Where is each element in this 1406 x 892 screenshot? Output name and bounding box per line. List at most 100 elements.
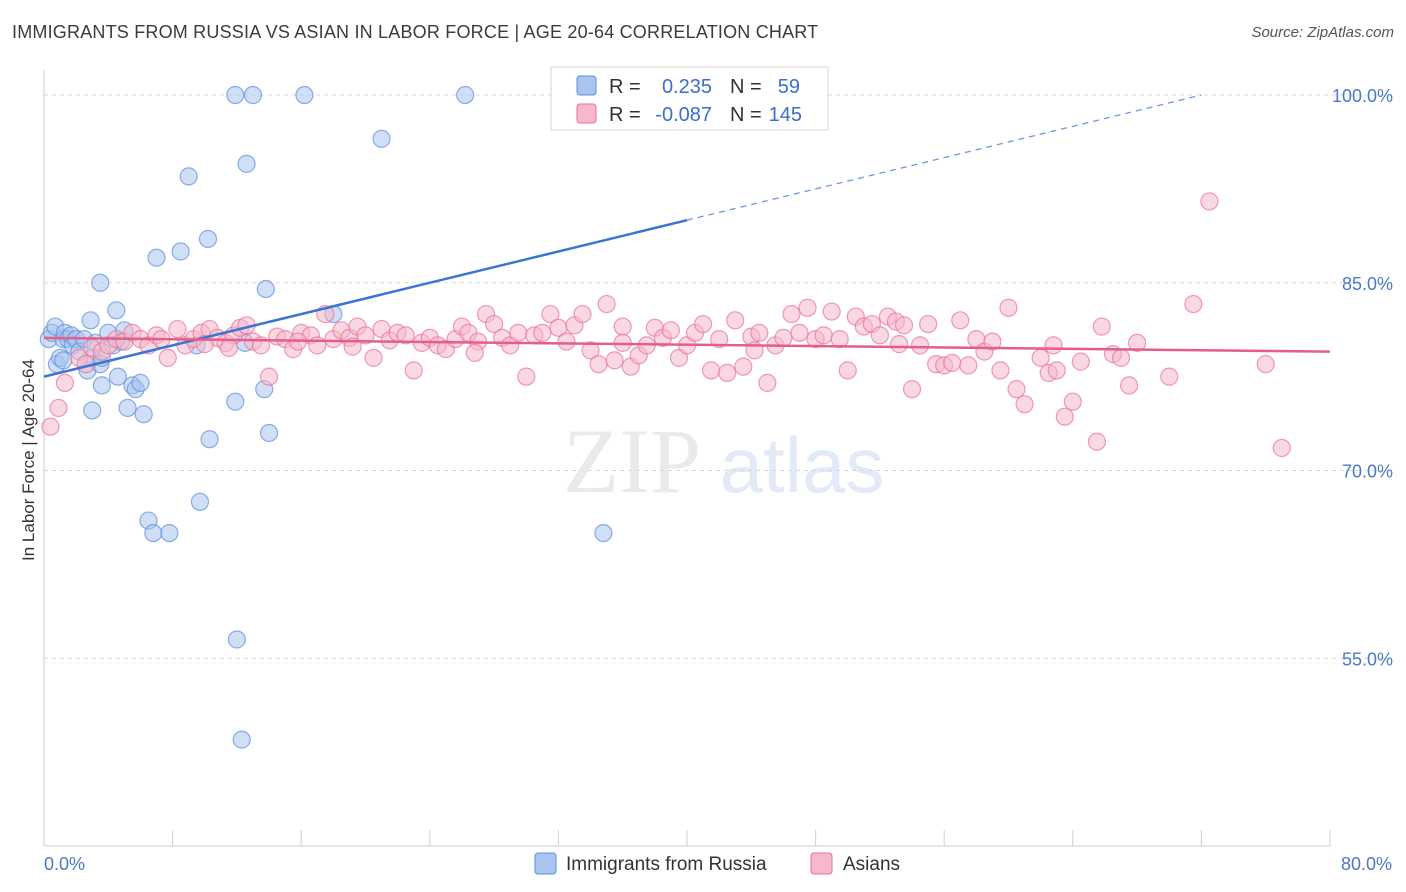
point-asians-64 [557, 332, 576, 351]
point-asians-83 [710, 329, 729, 349]
legend-swatch-asians [576, 103, 597, 124]
watermark-zip: ZIP [563, 410, 701, 512]
point-asians-93 [790, 323, 809, 342]
watermark: ZIP atlas [563, 410, 884, 512]
point-asians-88 [750, 323, 769, 342]
legend-n-label-0: N = [730, 76, 762, 98]
point-asians-14 [158, 348, 177, 367]
point-asians-136 [1200, 192, 1219, 211]
point-asians-94 [798, 298, 817, 317]
point-russia-22 [107, 301, 126, 320]
point-asians-106 [894, 316, 914, 335]
point-asians-128 [1087, 432, 1107, 451]
x-tick-label-min: 0.0% [44, 854, 85, 874]
trend-lines [43, 94, 1331, 378]
point-russia-54 [594, 523, 613, 543]
point-asians-114 [959, 356, 978, 375]
point-asians-92 [782, 304, 801, 324]
point-russia-32 [147, 248, 166, 267]
point-asians-131 [1111, 348, 1131, 367]
point-russia-17 [91, 273, 110, 292]
chart-title: IMMIGRANTS FROM RUSSIA VS ASIAN IN LABOR… [12, 22, 819, 42]
point-asians-2 [55, 373, 74, 393]
point-asians-40 [364, 348, 383, 367]
point-asians-132 [1119, 376, 1139, 395]
trend-line-russia-extension [686, 94, 1202, 221]
point-asians-121 [1015, 395, 1034, 414]
point-russia-35 [179, 167, 198, 186]
correlation-legend: R = 0.235 N = 59 R = -0.087 N = 145 [550, 66, 829, 131]
point-russia-45 [237, 154, 256, 173]
point-asians-85 [726, 311, 745, 330]
bottom-legend-label-asians: Asians [843, 854, 900, 875]
point-asians-33 [308, 336, 327, 355]
x-tick-label-max: 80.0% [1341, 854, 1392, 874]
bottom-legend-swatch-asians [810, 852, 833, 875]
point-russia-23 [108, 367, 128, 386]
point-russia-42 [227, 630, 246, 649]
legend-n-label-1: N = [730, 104, 762, 126]
point-russia-40 [226, 85, 245, 105]
point-russia-31 [144, 523, 163, 543]
point-asians-58 [509, 323, 528, 342]
point-asians-118 [991, 361, 1010, 380]
point-russia-48 [256, 279, 275, 299]
chart-source: Source: ZipAtlas.com [1251, 24, 1394, 41]
point-russia-39 [200, 430, 219, 449]
point-russia-25 [118, 398, 137, 418]
point-asians-147 [1044, 336, 1063, 355]
bottom-legend-swatch-russia [534, 852, 557, 875]
point-asians-1 [49, 398, 68, 418]
point-asians-97 [822, 302, 841, 321]
y-tick-label-1: 70.0% [1342, 462, 1393, 482]
y-tick-label-3: 100.0% [1332, 86, 1393, 106]
point-asians-55 [485, 314, 504, 334]
point-asians-133 [1127, 333, 1147, 352]
point-asians-99 [838, 361, 857, 380]
point-asians-96 [814, 326, 833, 345]
bottom-legend-label-russia: Immigrants from Russia [566, 854, 767, 875]
point-russia-58 [81, 311, 100, 330]
point-asians-81 [693, 314, 713, 334]
point-russia-34 [171, 242, 190, 261]
point-asians-112 [943, 353, 962, 372]
point-asians-117 [983, 332, 1002, 351]
point-russia-43 [232, 730, 251, 749]
point-asians-103 [870, 326, 890, 345]
point-russia-37 [190, 492, 210, 511]
point-asians-126 [1063, 392, 1082, 411]
legend-r-value-1: -0.087 [655, 104, 712, 126]
legend-r-label-1: R = [609, 104, 641, 126]
point-asians-62 [541, 304, 560, 324]
trend-line-russia [43, 218, 688, 378]
point-asians-71 [613, 317, 632, 336]
point-asians-138 [1272, 438, 1291, 458]
y-tick-labels: 55.0% 70.0% 85.0% 100.0% [1332, 86, 1393, 669]
point-asians-77 [661, 321, 681, 340]
legend-r-label-0: R = [609, 76, 641, 98]
point-russia-50 [295, 85, 314, 105]
point-asians-98 [830, 329, 849, 349]
point-asians-124 [1047, 361, 1066, 380]
point-asians-125 [1055, 407, 1074, 426]
point-asians-143 [465, 343, 484, 362]
point-russia-46 [243, 85, 263, 105]
point-asians-91 [774, 328, 793, 347]
point-asians-84 [718, 363, 737, 382]
point-asians-137 [1256, 355, 1275, 374]
point-asians-44 [396, 326, 415, 345]
point-asians-135 [1184, 294, 1203, 314]
point-asians-109 [919, 314, 938, 334]
point-asians-66 [573, 304, 592, 324]
point-asians-122 [1031, 348, 1050, 367]
point-russia-28 [131, 373, 150, 393]
point-russia-53 [456, 85, 475, 105]
point-asians-82 [702, 361, 721, 380]
y-tick-label-0: 55.0% [1342, 649, 1393, 669]
point-russia-49 [259, 423, 279, 443]
point-asians-89 [758, 373, 777, 393]
point-asians-15 [168, 319, 187, 339]
legend-swatch-russia [576, 75, 597, 96]
point-asians-0 [41, 417, 60, 436]
